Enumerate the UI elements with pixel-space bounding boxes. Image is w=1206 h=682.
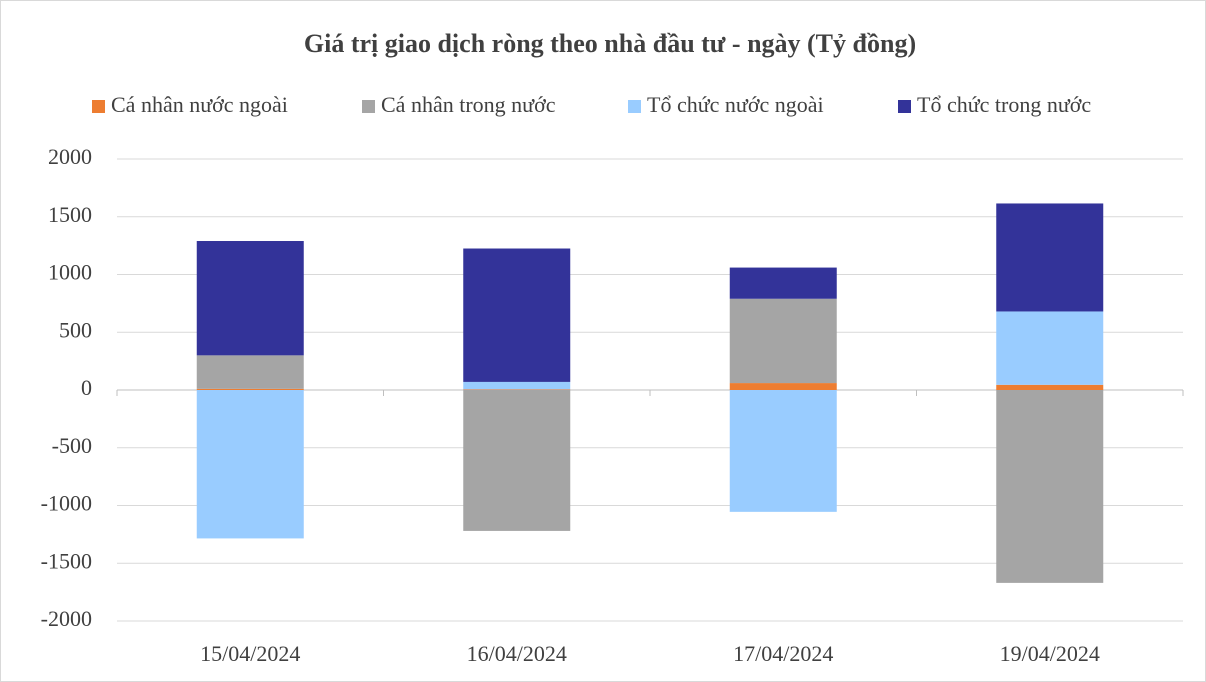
chart-title: Giá trị giao dịch ròng theo nhà đầu tư -… <box>304 29 916 58</box>
y-tick-label: 1000 <box>48 260 92 285</box>
x-tick-label: 19/04/2024 <box>1000 641 1100 666</box>
bar-segment <box>463 389 571 390</box>
legend-label: Cá nhân trong nước <box>381 92 556 117</box>
x-tick-label: 16/04/2024 <box>467 641 567 666</box>
y-tick-label: -500 <box>52 433 92 458</box>
y-tick-label: 0 <box>81 375 92 400</box>
bar-segment <box>996 390 1104 583</box>
bar-segment <box>729 383 837 390</box>
bar-segment <box>196 390 304 539</box>
bar-segment <box>729 298 837 384</box>
bar-segment <box>463 248 571 382</box>
bar-segment <box>996 311 1104 385</box>
bar-segment <box>196 241 304 356</box>
x-tick-label: 15/04/2024 <box>200 641 300 666</box>
bar-segment <box>729 390 837 512</box>
bar-segment <box>729 267 837 299</box>
bar-segment <box>996 203 1104 312</box>
y-tick-label: -2000 <box>41 606 92 631</box>
y-tick-label: 1500 <box>48 202 92 227</box>
x-tick-label: 17/04/2024 <box>733 641 833 666</box>
y-tick-label: -1000 <box>41 491 92 516</box>
legend-swatch <box>362 100 375 113</box>
bar-segment <box>196 388 304 390</box>
legend-swatch <box>92 100 105 113</box>
bar-segment <box>463 390 571 531</box>
legend-swatch <box>898 100 911 113</box>
bar-segment <box>196 355 304 389</box>
legend-label: Tổ chức nước ngoài <box>647 92 824 117</box>
bar-segment <box>463 381 571 390</box>
legend-label: Cá nhân nước ngoài <box>111 92 288 117</box>
bar-segment <box>996 384 1104 390</box>
y-tick-label: 2000 <box>48 144 92 169</box>
y-tick-label: -1500 <box>41 548 92 573</box>
legend-swatch <box>628 100 641 113</box>
legend-label: Tổ chức trong nước <box>917 92 1091 117</box>
y-tick-label: 500 <box>59 317 92 342</box>
